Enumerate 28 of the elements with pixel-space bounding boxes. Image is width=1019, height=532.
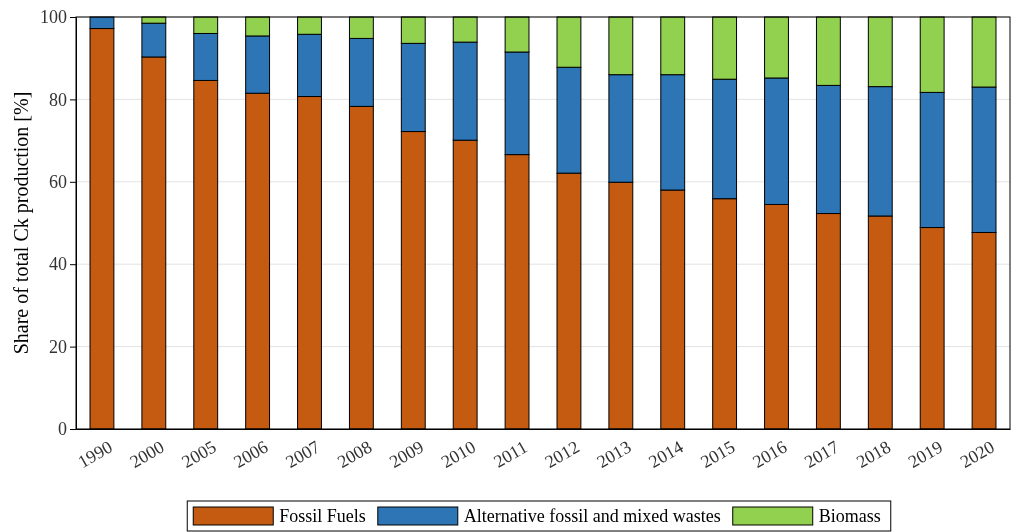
- y-tick-label: 100: [40, 7, 67, 28]
- y-tick-label: 40: [49, 254, 67, 275]
- x-tick-label: 2011: [490, 436, 531, 472]
- x-tick-label: 2007: [282, 436, 324, 472]
- x-tick-label: 2012: [541, 436, 583, 472]
- y-tick-label: 60: [49, 172, 67, 193]
- x-tick-label: 1990: [74, 436, 116, 472]
- x-tick-label: 2009: [385, 436, 428, 472]
- x-tick-label: 2013: [593, 436, 635, 472]
- x-tick-label: 2016: [749, 436, 791, 472]
- x-tick-label: 2020: [956, 436, 998, 472]
- y-tick-label: 80: [49, 89, 67, 110]
- x-tick-label: 2018: [852, 436, 895, 472]
- y-axis-title: Share of total Ck production [%]: [10, 91, 33, 355]
- legend-label: Biomass: [818, 506, 881, 526]
- x-tick-label: 2014: [645, 436, 687, 472]
- x-tick-label: 2008: [334, 436, 376, 472]
- y-tick-label: 20: [49, 336, 67, 357]
- y-tick-label: 0: [58, 419, 67, 440]
- x-tick-label: 2010: [437, 436, 479, 472]
- legend-label: Fossil Fuels: [279, 506, 366, 526]
- x-tick-label: 2005: [178, 436, 220, 472]
- x-tick-label: 2019: [904, 436, 946, 472]
- x-tick-label: 2017: [801, 436, 843, 472]
- x-tick-label: 2000: [126, 436, 168, 472]
- x-tick-label: 2006: [230, 436, 272, 472]
- legend-label: Alternative fossil and mixed wastes: [463, 506, 721, 526]
- x-tick-label: 2015: [697, 436, 739, 472]
